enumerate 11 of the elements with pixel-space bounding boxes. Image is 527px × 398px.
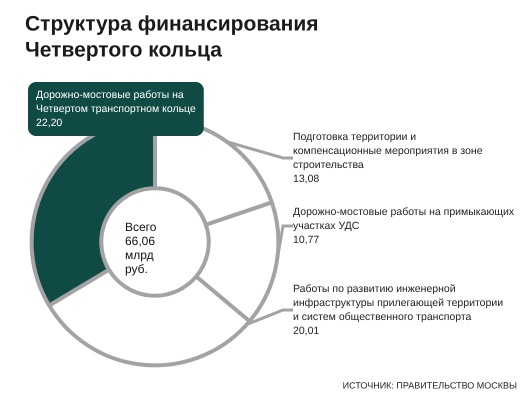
text: Всего 66,06 млрд руб. xyxy=(125,220,157,276)
data-label: 10,77 xyxy=(293,234,320,246)
text: ИСТОЧНИК: ПРАВИТЕЛЬСТВО МОСКВЫ xyxy=(342,380,518,390)
data-label: 20,01 xyxy=(293,325,320,337)
chart-title: Структура финансирования Четвертого кольца xyxy=(25,12,318,62)
slice-label: Дорожно-мостовые работы на Четвертом транспортном кольце xyxy=(36,89,196,115)
slice-label: Подготовка территории и компенсационные мероприятия в зоне строительства xyxy=(293,131,483,171)
slice-label: Дорожно-мостовые работы на примыкающих участках УДС xyxy=(293,206,515,232)
data-label: 22,20 xyxy=(36,117,62,129)
slice-label: Работы по развитию инженерной инфраструктуры прилегающей территории и систем общественного транспорта xyxy=(293,283,504,323)
data-label: 13,08 xyxy=(293,173,320,185)
